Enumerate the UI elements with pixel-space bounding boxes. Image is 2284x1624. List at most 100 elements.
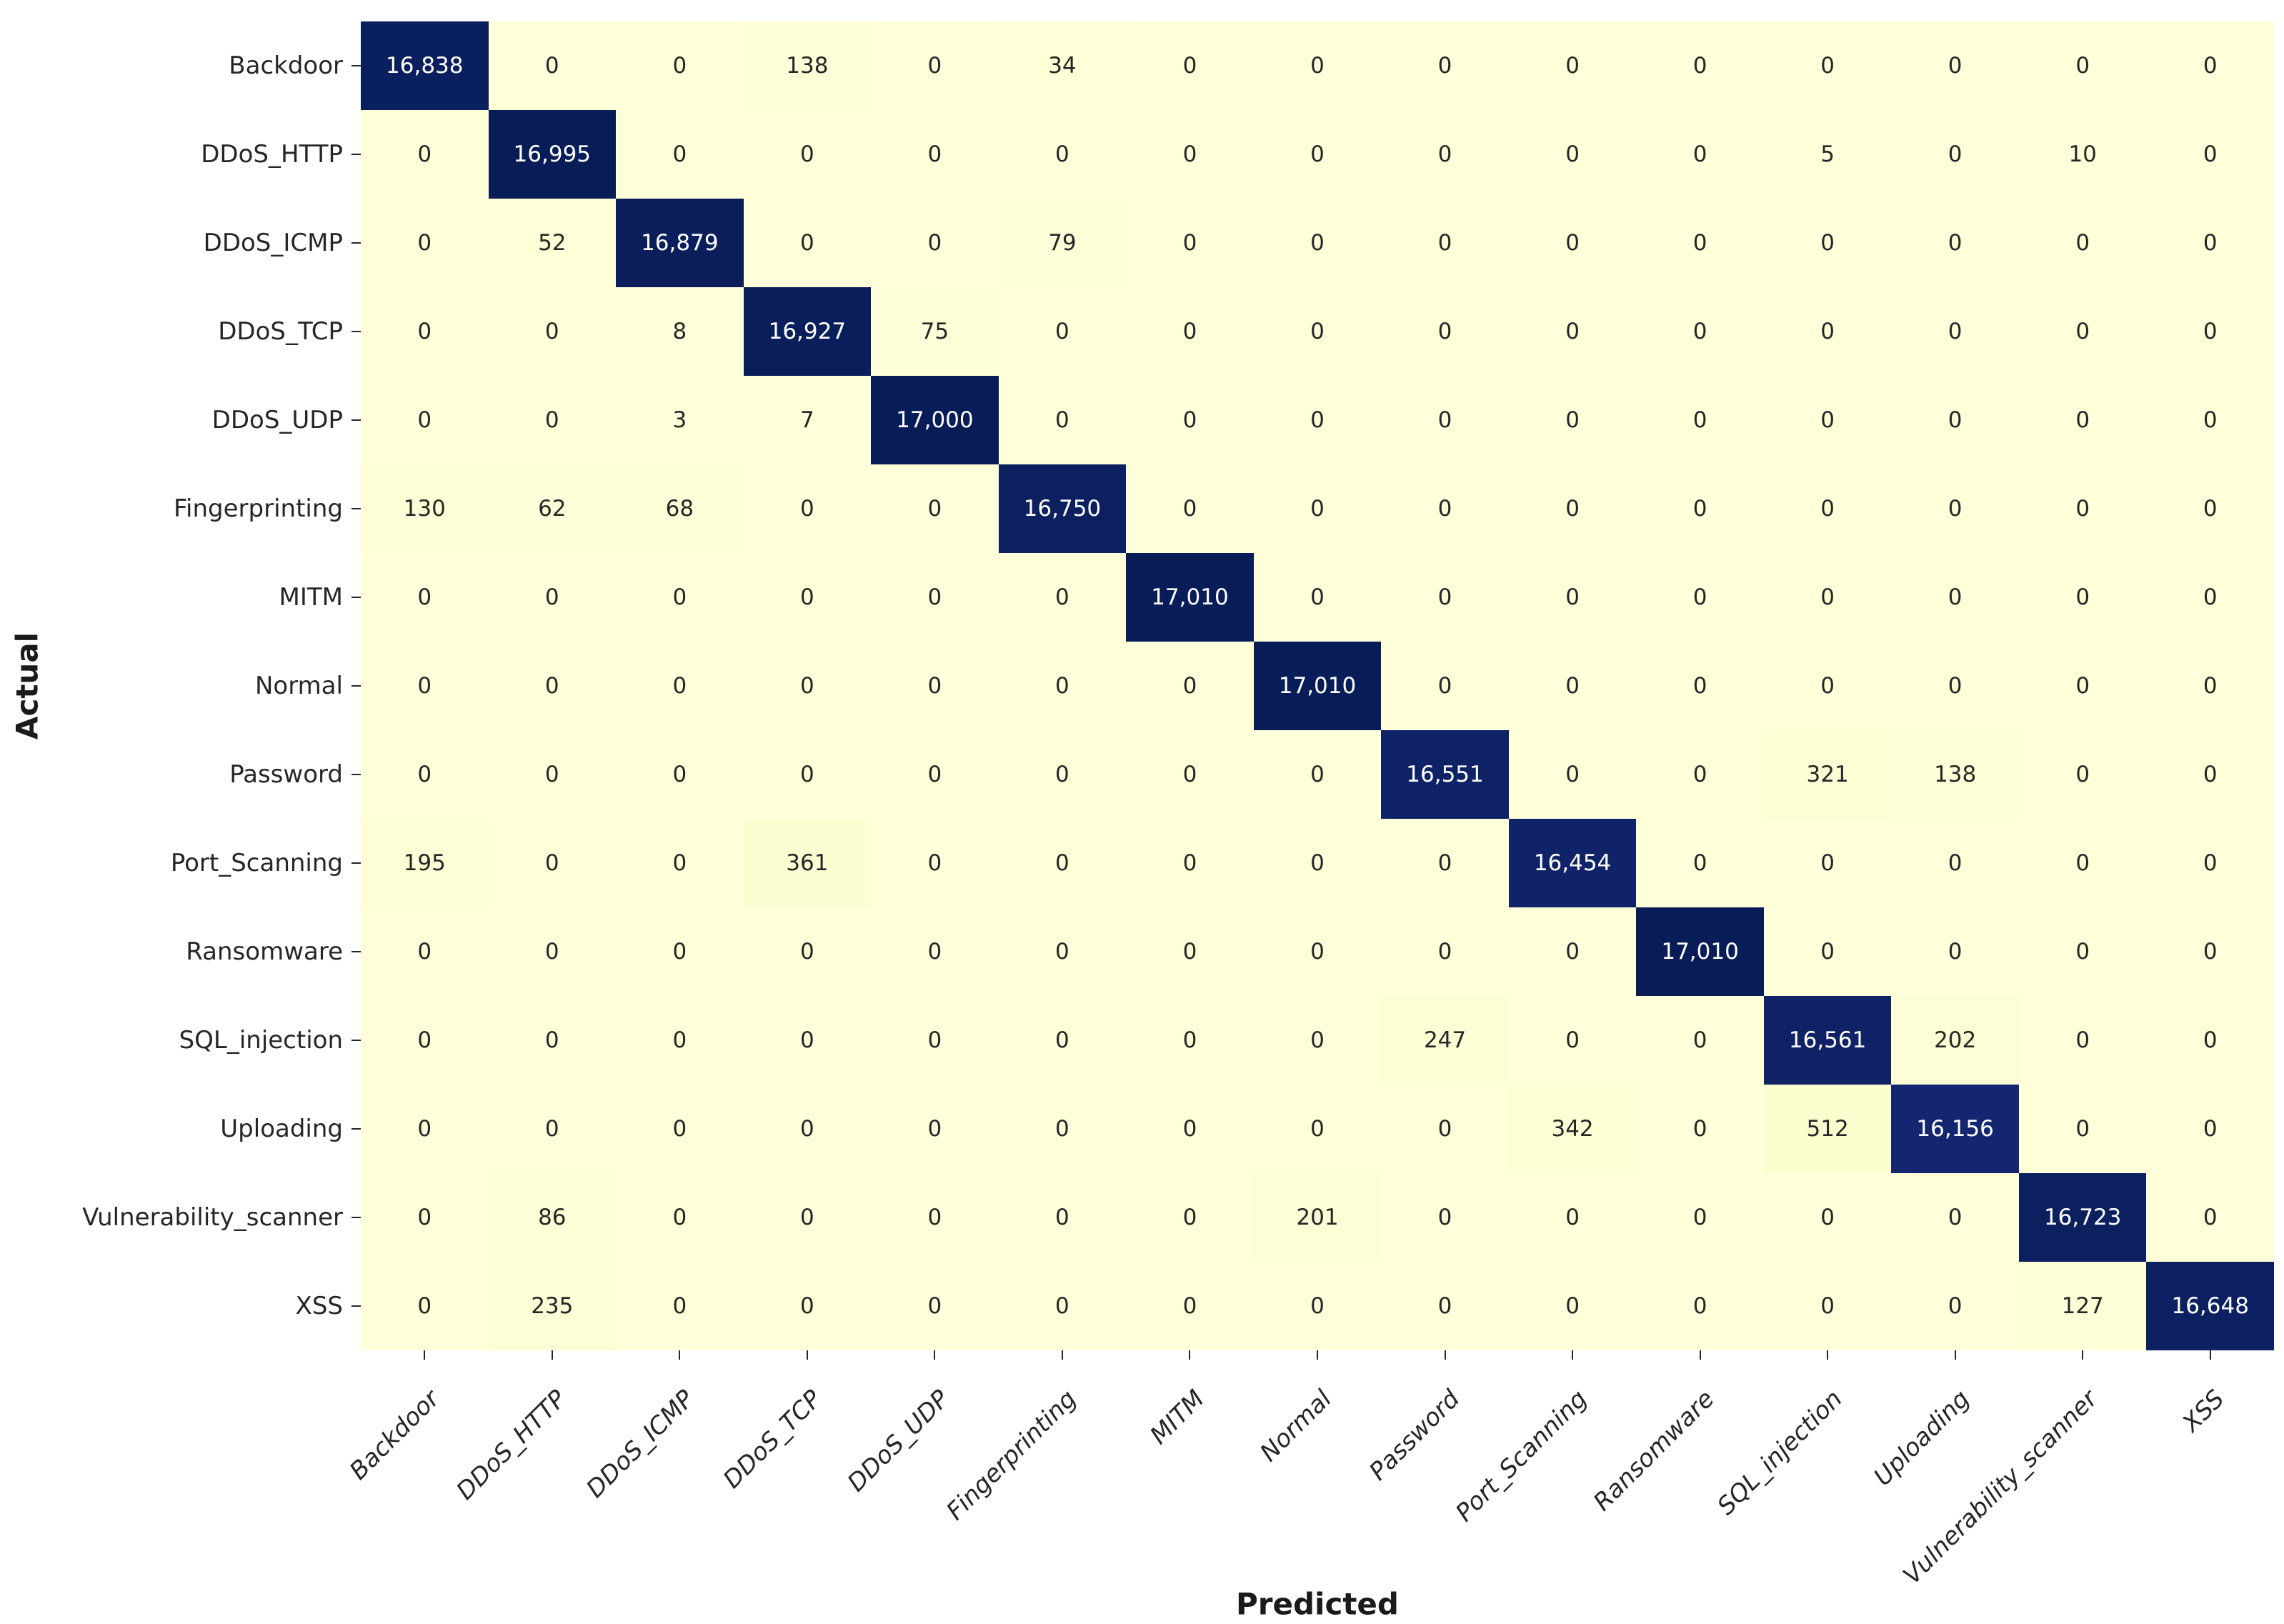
heatmap-cell: 0 — [1636, 819, 1764, 907]
heatmap-cell: 0 — [2146, 730, 2274, 819]
heatmap-cell: 0 — [2146, 1173, 2274, 1262]
heatmap-cell: 0 — [1126, 907, 1254, 996]
heatmap-cell: 5 — [1763, 110, 1892, 199]
y-tick-label: SQL_injection — [179, 1026, 343, 1055]
heatmap-cell: 0 — [1763, 819, 1892, 907]
heatmap-cell: 0 — [1891, 376, 2019, 464]
heatmap-cell: 0 — [2146, 553, 2274, 642]
heatmap-cell: 16,927 — [743, 287, 872, 376]
heatmap-cell: 0 — [1636, 110, 1764, 199]
heatmap-cell: 0 — [1763, 199, 1892, 287]
heatmap-cell: 0 — [361, 1173, 489, 1262]
x-tick-mark — [934, 1350, 936, 1360]
heatmap-cell: 0 — [871, 1262, 999, 1350]
y-tick-label: Password — [229, 760, 343, 789]
y-tick-label: Normal — [254, 672, 343, 700]
heatmap-cell: 0 — [1126, 642, 1254, 730]
heatmap-cell: 0 — [1508, 1262, 1637, 1350]
y-tick-label: MITM — [279, 583, 343, 612]
heatmap-cell: 0 — [616, 819, 744, 907]
heatmap-cell: 0 — [488, 907, 617, 996]
x-tick-mark — [1954, 1350, 1956, 1360]
heatmap-cell: 0 — [871, 642, 999, 730]
heatmap-cell: 0 — [1126, 730, 1254, 819]
y-tick-label: Fingerprinting — [173, 494, 343, 523]
heatmap-cell: 0 — [1508, 199, 1637, 287]
heatmap-cell: 0 — [2018, 553, 2147, 642]
x-tick-mark — [1827, 1350, 1829, 1360]
heatmap-cell: 0 — [998, 1173, 1127, 1262]
heatmap-cell: 0 — [871, 464, 999, 553]
heatmap-cell: 0 — [1126, 464, 1254, 553]
x-tick-label: DDoS_UDP — [842, 1385, 955, 1498]
heatmap-cell: 0 — [998, 1262, 1127, 1350]
heatmap-cell: 0 — [1636, 642, 1764, 730]
y-tick-mark — [351, 154, 361, 155]
x-tick-label: Port_Scanning — [1450, 1385, 1593, 1528]
heatmap-cell: 0 — [616, 642, 744, 730]
heatmap-cell: 0 — [2018, 907, 2147, 996]
heatmap-cell: 0 — [2146, 1085, 2274, 1173]
heatmap-cell: 0 — [871, 553, 999, 642]
heatmap-cell: 0 — [488, 819, 617, 907]
heatmap-cell: 0 — [616, 553, 744, 642]
heatmap-cell: 0 — [871, 819, 999, 907]
heatmap-cell: 52 — [488, 199, 617, 287]
heatmap-cell: 0 — [2018, 199, 2147, 287]
heatmap-cell: 79 — [998, 199, 1127, 287]
heatmap-cell: 0 — [1508, 287, 1637, 376]
heatmap-cell: 0 — [1381, 1173, 1509, 1262]
y-tick-label: Ransomware — [186, 937, 343, 966]
heatmap-cell: 0 — [1126, 376, 1254, 464]
heatmap-cell: 361 — [743, 819, 872, 907]
heatmap-cell: 0 — [1636, 1085, 1764, 1173]
heatmap-cell: 0 — [1508, 996, 1637, 1085]
heatmap-cell: 0 — [1126, 110, 1254, 199]
heatmap-cell: 0 — [1253, 996, 1382, 1085]
heatmap-cell: 0 — [743, 553, 872, 642]
heatmap-cell: 0 — [1508, 730, 1637, 819]
heatmap-cell: 0 — [1636, 553, 1764, 642]
heatmap-cell: 0 — [998, 553, 1127, 642]
heatmap-cell: 0 — [1763, 642, 1892, 730]
heatmap-cell: 0 — [1763, 907, 1892, 996]
heatmap-cell: 0 — [488, 376, 617, 464]
heatmap-cell: 0 — [488, 287, 617, 376]
heatmap-cell: 0 — [1253, 21, 1382, 110]
heatmap-cell: 0 — [743, 110, 872, 199]
heatmap-cell: 0 — [1763, 553, 1892, 642]
heatmap-cell: 0 — [1891, 553, 2019, 642]
heatmap-cell: 0 — [1381, 642, 1509, 730]
heatmap-cell: 0 — [871, 1085, 999, 1173]
x-tick-label: MITM — [1145, 1385, 1210, 1450]
heatmap-cell: 0 — [1126, 21, 1254, 110]
heatmap-cell: 0 — [1381, 553, 1509, 642]
heatmap-cell: 0 — [1508, 642, 1637, 730]
heatmap-cell: 17,010 — [1253, 642, 1382, 730]
x-tick-mark — [551, 1350, 553, 1360]
heatmap-cell: 127 — [2018, 1262, 2147, 1350]
heatmap-cell: 0 — [2018, 287, 2147, 376]
heatmap-cell: 0 — [743, 464, 872, 553]
y-axis-title: Actual — [9, 632, 45, 740]
heatmap-cell: 0 — [2018, 1085, 2147, 1173]
y-tick-label: XSS — [295, 1292, 343, 1320]
heatmap-cell: 0 — [488, 553, 617, 642]
heatmap-cell: 0 — [1636, 996, 1764, 1085]
heatmap-cell: 0 — [2146, 199, 2274, 287]
heatmap-cell: 0 — [743, 199, 872, 287]
heatmap-cell: 0 — [1381, 376, 1509, 464]
heatmap-cell: 0 — [616, 996, 744, 1085]
heatmap-cell: 0 — [1381, 819, 1509, 907]
heatmap-cell: 138 — [1891, 730, 2019, 819]
heatmap-cell: 0 — [1636, 1173, 1764, 1262]
heatmap-cell: 0 — [1508, 464, 1637, 553]
y-tick-mark — [351, 685, 361, 687]
heatmap-cell: 16,750 — [998, 464, 1127, 553]
heatmap-cell: 0 — [743, 642, 872, 730]
heatmap-cell: 0 — [871, 996, 999, 1085]
heatmap-cell: 0 — [2146, 996, 2274, 1085]
heatmap-cell: 0 — [1508, 1173, 1637, 1262]
heatmap-cell: 3 — [616, 376, 744, 464]
heatmap-cell: 512 — [1763, 1085, 1892, 1173]
